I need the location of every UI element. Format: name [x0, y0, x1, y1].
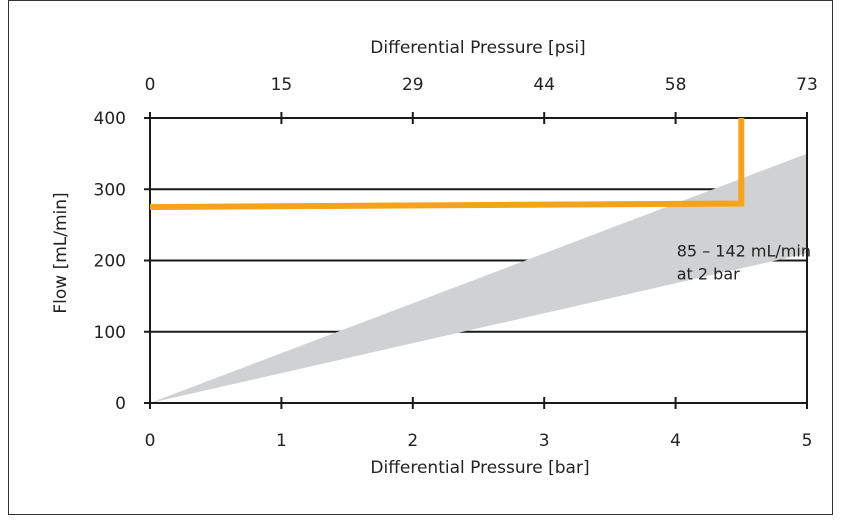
x-tick-label-5: 5 — [802, 431, 813, 451]
x-tick-label-1: 1 — [276, 431, 287, 451]
x2-tick-label-0: 0 — [145, 75, 156, 95]
annotation-line-1: 85 – 142 mL/min — [677, 241, 811, 260]
x-tick-label-0: 0 — [145, 431, 156, 451]
flow-series-line — [150, 118, 741, 207]
bottom-axis-title: Differential Pressure [bar] — [370, 458, 589, 478]
annotation-line-2: at 2 bar — [677, 264, 740, 283]
x-tick-label-3: 3 — [539, 431, 550, 451]
y-tick-label-100: 100 — [94, 323, 126, 343]
y-tick-label-0: 0 — [115, 394, 126, 414]
y-tick-label-400: 400 — [94, 109, 126, 129]
x-tick-label-2: 2 — [407, 431, 418, 451]
x2-tick-label-44: 44 — [533, 75, 555, 95]
x2-tick-label-58: 58 — [665, 75, 687, 95]
y-tick-label-300: 300 — [94, 180, 126, 200]
top-axis-title: Differential Pressure [psi] — [370, 38, 585, 58]
x2-tick-label-29: 29 — [402, 75, 424, 95]
x2-tick-label-15: 15 — [271, 75, 293, 95]
y-tick-label-200: 200 — [94, 252, 126, 272]
x-tick-label-4: 4 — [670, 431, 681, 451]
x2-tick-label-73: 73 — [796, 75, 818, 95]
y-axis-title: Flow [mL/min] — [51, 192, 71, 313]
